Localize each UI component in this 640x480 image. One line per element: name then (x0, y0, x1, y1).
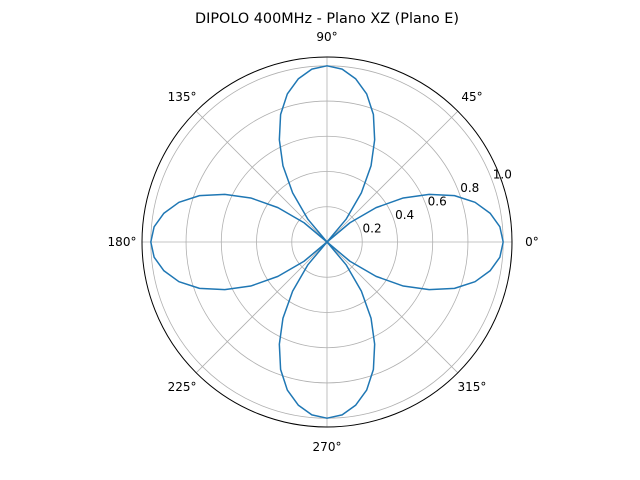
angle-tick-label: 135° (168, 90, 197, 104)
series-line (150, 65, 504, 419)
chart-title: DIPOLO 400MHz - Plano XZ (Plano E) (195, 11, 459, 27)
angle-tick-label: 315° (458, 380, 487, 394)
radial-tick-label: 0.2 (363, 222, 382, 236)
angular-grid-line (326, 241, 459, 374)
radial-tick-label: 1.0 (493, 168, 512, 182)
angle-tick-label: 270° (313, 440, 342, 454)
radial-tick-label: 0.8 (460, 181, 479, 195)
series-layer (150, 65, 504, 419)
angle-tick-label: 180° (108, 235, 137, 249)
angle-tick-label: 225° (168, 380, 197, 394)
angular-grid-line (195, 241, 328, 374)
tick-labels: 0° 45° 90° 135° 180° 225° 270° 315° 0.2 0.4 0.6 0.8… (108, 30, 539, 454)
angle-tick-label: 0° (525, 235, 539, 249)
radial-tick-label: 0.6 (428, 195, 447, 209)
angular-grid-line (195, 110, 328, 243)
polar-frame (141, 56, 513, 428)
radial-tick-label: 0.4 (395, 208, 414, 222)
angular-grid-line (326, 110, 459, 243)
angle-tick-label: 90° (316, 30, 337, 44)
angle-tick-label: 45° (461, 90, 482, 104)
